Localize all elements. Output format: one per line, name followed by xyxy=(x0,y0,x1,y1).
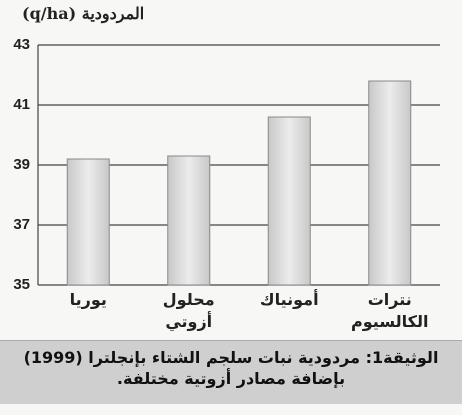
y-tick-label: 41 xyxy=(13,96,30,113)
caption: الوثيقة1: مردودية نبات سلجم الشتاء بإنجل… xyxy=(0,340,462,404)
y-tick-label: 37 xyxy=(13,216,30,233)
x-tick-label: أمونياك xyxy=(259,290,319,309)
caption-line: الوثيقة1: مردودية نبات سلجم الشتاء بإنجل… xyxy=(23,348,439,367)
x-tick-label: يوريا xyxy=(69,290,107,309)
bar xyxy=(267,116,311,286)
bar xyxy=(368,80,412,286)
chart: 35 37 39 41 43 xyxy=(13,36,440,293)
x-tick-label: نترات الكالسيوم xyxy=(351,290,429,331)
y-axis-title: المردودية (q/ha) xyxy=(22,4,145,23)
bar xyxy=(167,155,211,286)
bar xyxy=(66,158,110,286)
caption-line: بإضافة مصادر أزوتية مختلفة. xyxy=(116,369,346,388)
x-tick-label: محلول أزوتي xyxy=(162,290,215,331)
y-tick-label: 39 xyxy=(13,156,30,173)
y-tick-label: 35 xyxy=(13,276,30,293)
y-tick-label: 43 xyxy=(13,36,30,53)
